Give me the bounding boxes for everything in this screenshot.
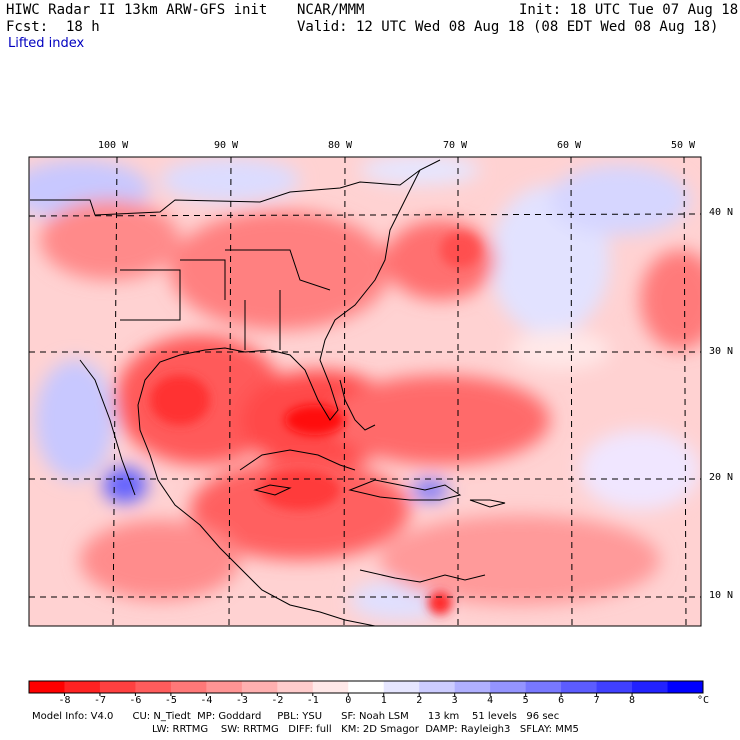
lon-label-90w: 90 W [214,140,239,151]
colorbar-swatch [490,681,527,693]
model-info-line1: Model Info: V4.0 CU: N_Tiedt MP: Goddard… [32,711,560,722]
forecast-label: Fcst: [6,19,49,35]
colorbar-swatch [667,681,704,693]
coastlines [30,159,506,626]
colorbar-tick-label: -2 [271,695,284,706]
lat-label-10n: 10 N [709,590,734,601]
colorbar [28,680,704,696]
colorbar-tick-label: -8 [58,695,71,706]
colorbar-swatch [561,681,598,693]
lat-lon-grid [29,157,701,626]
colorbar-swatch [454,681,491,693]
colorbar-swatch [29,681,65,693]
colorbar-tick-label: -5 [164,695,177,706]
colorbar-swatch [170,681,207,693]
colorbar-tick-label: -3 [235,695,248,706]
lon-label-50w: 50 W [671,140,696,151]
colorbar-tick-label: 4 [487,695,494,706]
colorbar-tick-label: -1 [306,695,319,706]
colorbar-tick-label: -6 [129,695,142,706]
lon-label-80w: 80 W [328,140,353,151]
lon-label-100w: 100 W [98,140,129,151]
lat-label-20n: 20 N [709,472,734,483]
lat-label-30n: 30 N [709,346,734,357]
model-info-line2: LW: RRTMG SW: RRTMG DIFF: full KM: 2D Sm… [152,724,579,735]
colorbar-tick-label: -4 [200,695,213,706]
colorbar-swatch [419,681,456,693]
org-label: NCAR/MMM [297,2,365,18]
colorbar-swatch [99,681,136,693]
lon-label-60w: 60 W [557,140,582,151]
map-frame [28,156,702,627]
colorbar-swatch [64,681,101,693]
lon-label-70w: 70 W [443,140,468,151]
field-name: Lifted index [8,36,85,51]
lat-label-40n: 40 N [709,207,734,218]
colorbar-swatch [632,681,669,693]
colorbar-swatch [525,681,562,693]
colorbar-unit: °C [697,695,710,706]
colorbar-tick-label: 0 [345,695,352,706]
colorbar-swatch [348,681,385,693]
colorbar-tick-label: 7 [593,695,600,706]
colorbar-swatch [241,681,278,693]
colorbar-tick-label: 3 [451,695,458,706]
model-title: HIWC Radar II 13km ARW-GFS init [6,2,268,18]
colorbar-border [28,680,704,694]
colorbar-tick-label: 1 [380,695,387,706]
colorbar-tick-label: 6 [558,695,565,706]
shaded-field [29,157,701,626]
colorbar-swatch [312,681,349,693]
valid-time: Valid: 12 UTC Wed 08 Aug 18 (08 EDT Wed … [297,19,719,35]
colorbar-swatch [206,681,243,693]
colorbar-swatch [135,681,172,693]
init-time: Init: 18 UTC Tue 07 Aug 18 [519,2,739,18]
colorbar-tick-label: 8 [629,695,636,706]
colorbar-tick-label: -7 [93,695,106,706]
colorbar-tick-label: 5 [522,695,529,706]
colorbar-swatch [383,681,420,693]
forecast-hour: 18 h [66,19,100,35]
colorbar-swatch [596,681,633,693]
colorbar-tick-label: 2 [416,695,423,706]
colorbar-swatch [277,681,314,693]
